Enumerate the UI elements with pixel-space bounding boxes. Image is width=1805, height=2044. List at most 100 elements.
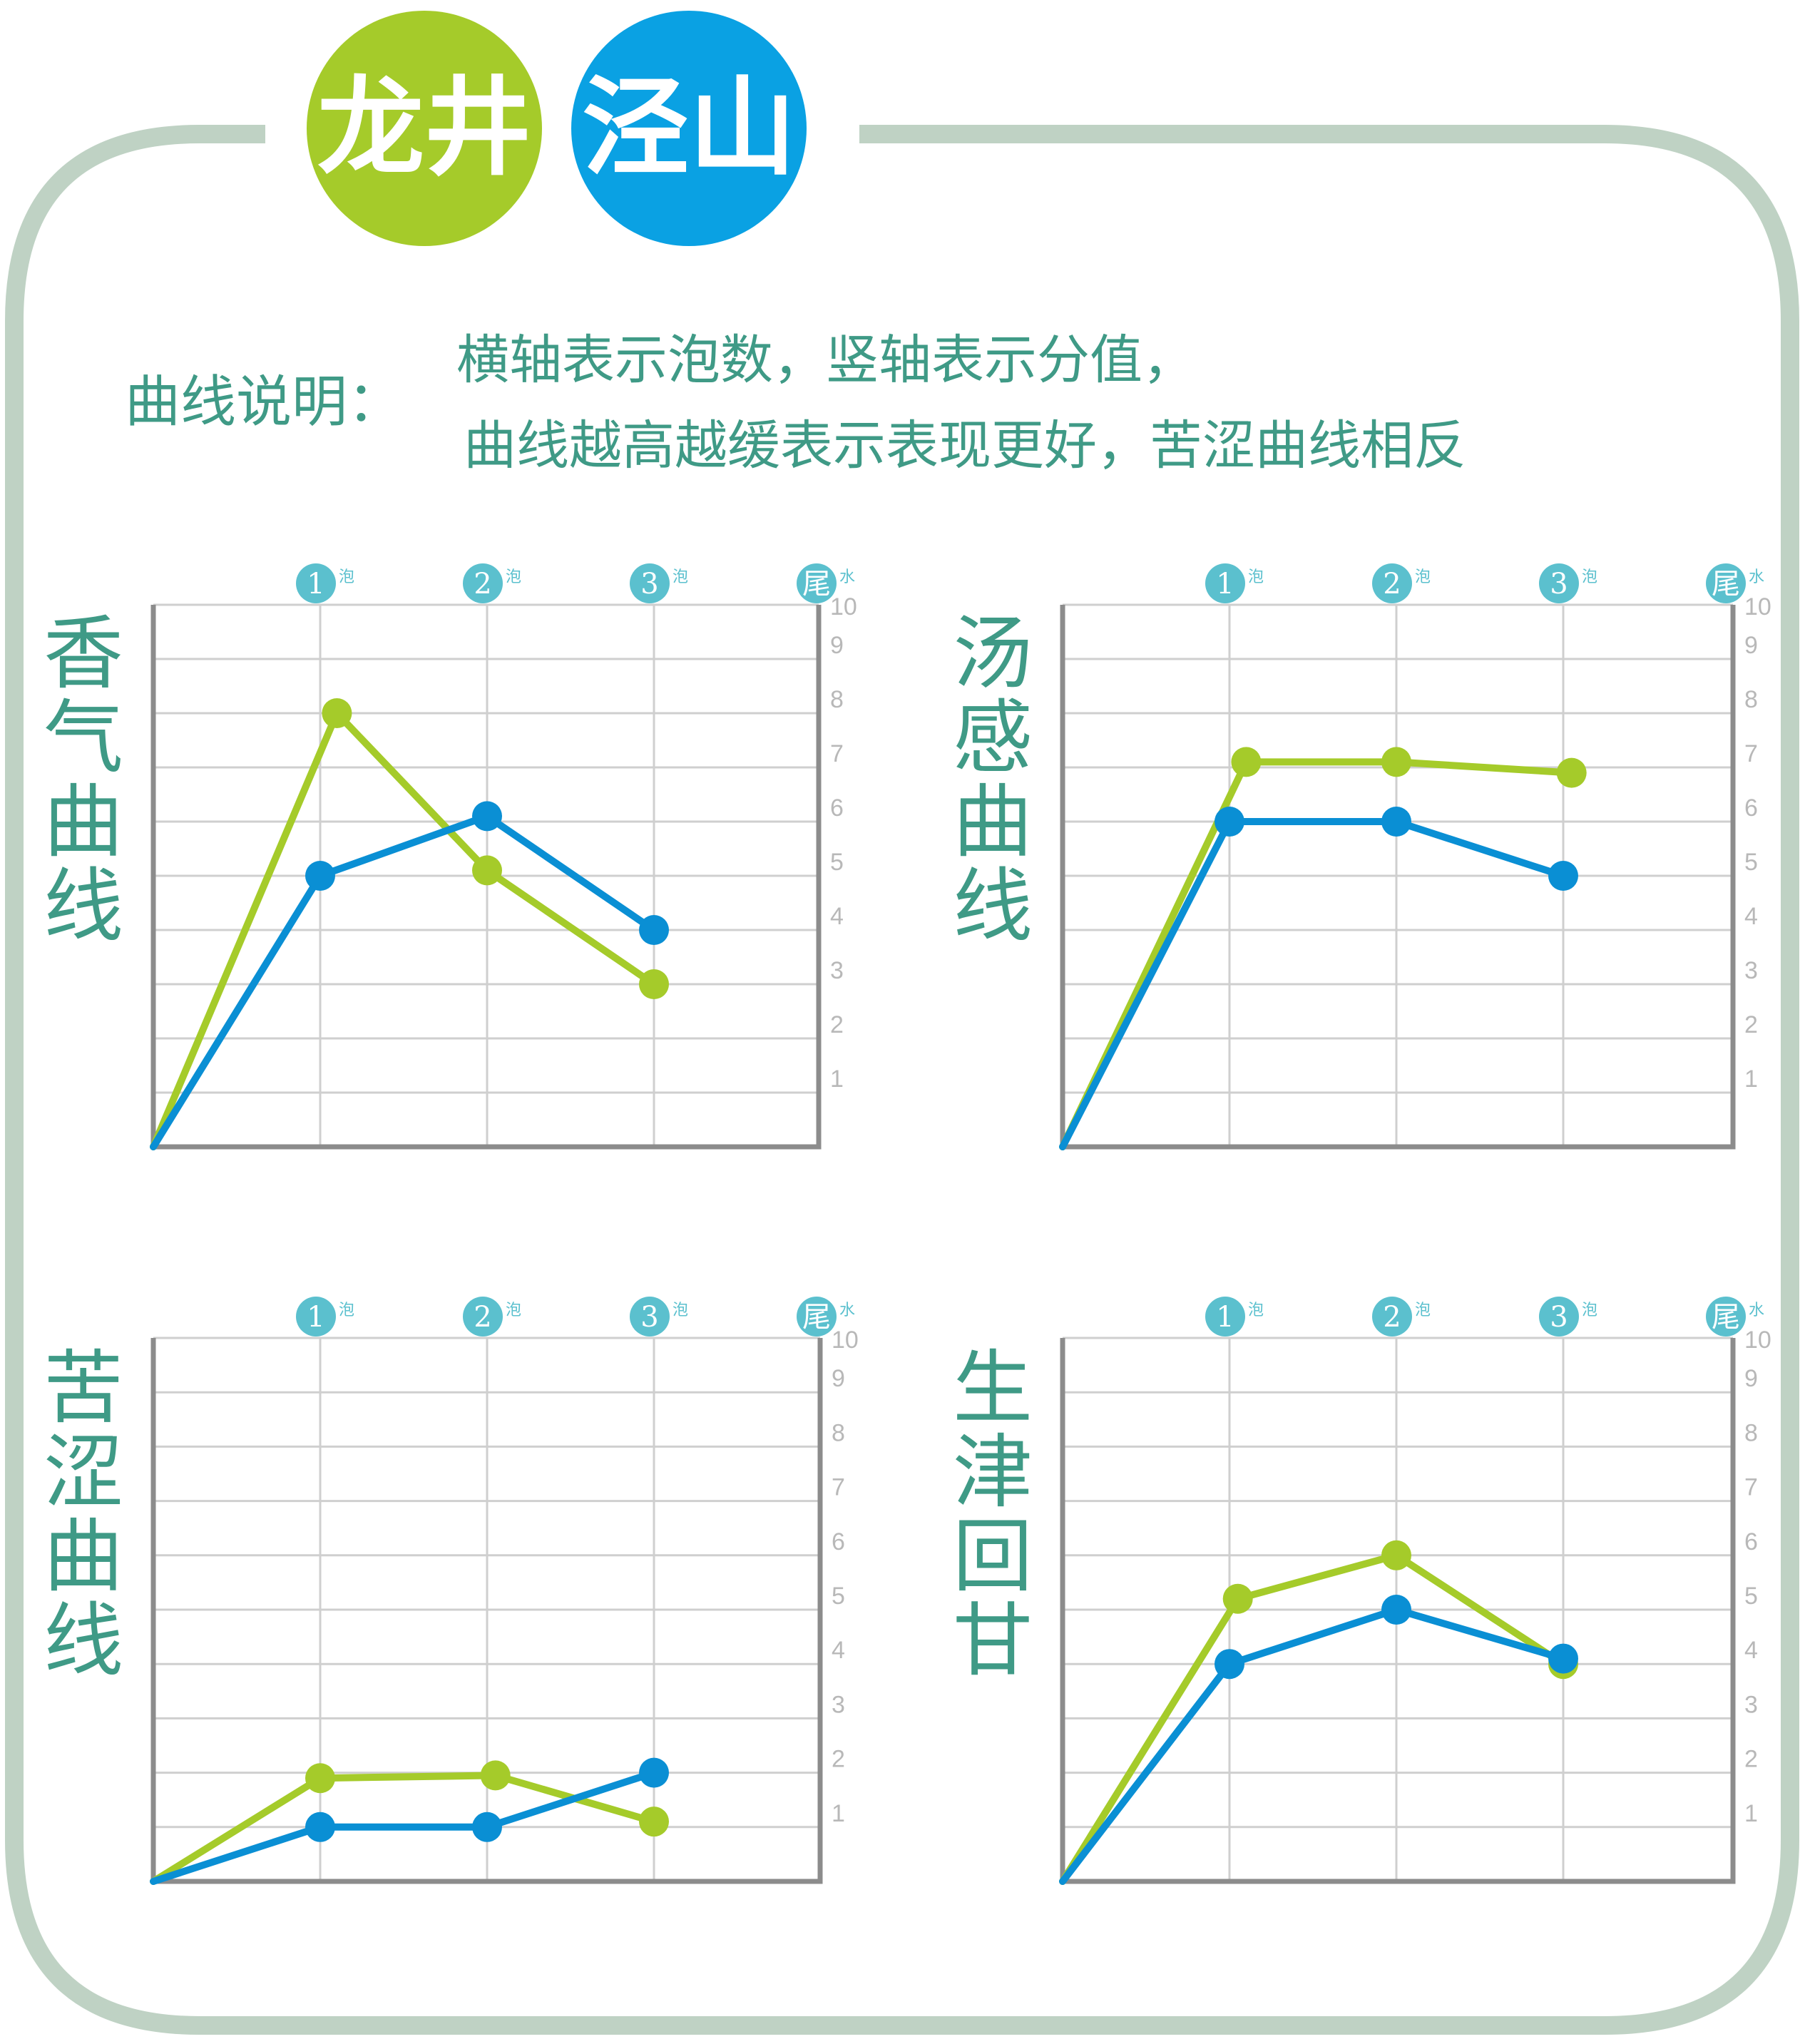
steep-marker-number: 3 <box>1550 1301 1568 1334</box>
aftertaste-series-1-point <box>1215 1649 1244 1680</box>
steep-marker-circle <box>1539 1297 1579 1337</box>
bitterness-series-1-point <box>472 1812 502 1842</box>
bitterness-series-1-point <box>639 1757 669 1788</box>
y-tick-label: 6 <box>830 794 844 822</box>
chart-aroma: 123456789101 泡 2 泡 3 泡尾水香气曲线 <box>44 563 857 1150</box>
steep-marker-circle <box>797 1297 837 1337</box>
chart-body: 123456789101 泡 2 泡 3 泡尾水汤感曲线 <box>953 563 1771 1150</box>
steep-marker-number: 2 <box>1383 1301 1401 1334</box>
steep-marker-number: 1 <box>1216 568 1234 601</box>
body-series-1-point <box>1548 861 1578 891</box>
y-tick-label: 3 <box>1744 957 1758 984</box>
badge-longjing: 龙井 <box>307 11 542 246</box>
aroma-series-1-line <box>150 812 658 1150</box>
chart-title-char: 香 <box>44 608 123 700</box>
legend-line-2: 曲线越高越缓表示表现更好，苦涩曲线相反 <box>464 415 1466 476</box>
steep-marker-number: 1 <box>307 1301 324 1334</box>
steep-marker-suffix: 水 <box>839 568 855 586</box>
y-tick-label: 7 <box>1744 740 1758 767</box>
y-tick-label: 10 <box>1744 593 1771 620</box>
bitterness-series-0-point <box>305 1763 335 1794</box>
chart-title-char: 甘 <box>953 1595 1033 1687</box>
steep-marker-circle <box>1372 563 1412 603</box>
y-tick-label: 2 <box>830 1011 844 1038</box>
chart-title-char: 线 <box>953 860 1033 953</box>
y-tick-label: 4 <box>1744 903 1758 930</box>
aroma-series-0-line <box>150 710 658 1150</box>
body-series-0-point <box>1381 747 1411 777</box>
y-tick-label: 9 <box>1744 1365 1758 1392</box>
chart-title-char: 苦 <box>44 1342 123 1435</box>
y-tick-label: 8 <box>830 686 844 713</box>
steep-marker-suffix: 泡 <box>1248 1302 1264 1319</box>
steep-marker-number: 3 <box>1550 568 1568 601</box>
steep-marker-number: 1 <box>307 568 324 601</box>
steep-marker-suffix: 泡 <box>506 568 521 586</box>
y-tick-label: 3 <box>832 1691 845 1718</box>
steep-marker-suffix: 泡 <box>339 568 354 586</box>
y-tick-label: 7 <box>832 1474 845 1501</box>
y-tick-label: 4 <box>832 1637 845 1664</box>
chart-title-char: 曲 <box>953 776 1033 869</box>
steep-marker-circle <box>1205 1297 1245 1337</box>
steep-marker-number: 尾 <box>802 1301 831 1334</box>
steep-marker-suffix: 泡 <box>673 1302 688 1319</box>
badge-jingshan: 泾山 <box>571 11 807 246</box>
aroma-series-0-point <box>472 855 502 886</box>
y-tick-label: 1 <box>1744 1800 1758 1827</box>
chart-title-char: 涩 <box>44 1426 123 1519</box>
chart-title-char: 线 <box>44 1595 123 1687</box>
steep-marker-circle <box>630 1297 670 1337</box>
y-tick-label: 8 <box>832 1419 845 1446</box>
y-tick-label: 10 <box>830 593 857 620</box>
steep-marker-suffix: 泡 <box>673 568 688 586</box>
chart-title-char: 气 <box>44 692 123 785</box>
chart-title-char: 生 <box>953 1342 1033 1435</box>
y-tick-label: 1 <box>832 1800 845 1827</box>
aroma-series-1-point <box>639 915 669 945</box>
axis-frame <box>150 1338 823 1884</box>
steep-marker-number: 3 <box>640 1301 658 1334</box>
steep-marker-suffix: 泡 <box>1415 568 1431 586</box>
steep-marker-suffix: 水 <box>1749 1302 1764 1319</box>
steep-marker-suffix: 泡 <box>1248 568 1264 586</box>
steep-marker-number: 尾 <box>1712 568 1740 601</box>
steep-marker-suffix: 泡 <box>339 1302 354 1319</box>
body-series-1-line <box>1059 818 1567 1150</box>
bitterness-series-0-point <box>480 1760 511 1791</box>
steep-marker-suffix: 水 <box>1749 568 1764 586</box>
aftertaste-series-1-point <box>1548 1643 1578 1674</box>
y-tick-label: 6 <box>832 1528 845 1555</box>
axis-frame <box>1060 605 1736 1150</box>
y-tick-label: 5 <box>1744 1583 1758 1610</box>
aroma-series-0-point <box>639 969 669 999</box>
legend-label: 曲线说明： <box>125 370 403 434</box>
steep-marker-circle <box>1372 1297 1412 1337</box>
steep-marker-number: 3 <box>640 568 658 601</box>
y-tick-label: 6 <box>1744 794 1758 822</box>
chart-title-char: 汤 <box>953 608 1033 700</box>
steep-marker-circle <box>797 563 837 603</box>
y-tick-label: 3 <box>1744 1691 1758 1718</box>
y-tick-label: 9 <box>832 1365 845 1392</box>
steep-marker-number: 1 <box>1216 1301 1234 1334</box>
aftertaste-series-0-line <box>1059 1551 1567 1885</box>
y-tick-label: 2 <box>1744 1746 1758 1773</box>
aftertaste-series-1-point <box>1381 1595 1411 1625</box>
chart-aftertaste: 123456789101 泡 2 泡 3 泡尾水生津回甘 <box>953 1297 1771 1885</box>
y-tick-label: 10 <box>1744 1327 1771 1354</box>
steep-marker-circle <box>630 563 670 603</box>
body-series-0-point <box>1556 757 1587 788</box>
steep-marker-number: 2 <box>474 1301 491 1334</box>
y-tick-label: 7 <box>1744 1474 1758 1501</box>
y-tick-label: 9 <box>830 632 844 659</box>
y-tick-label: 8 <box>1744 686 1758 713</box>
aroma-series-1-point <box>472 801 502 832</box>
steep-marker-circle <box>296 563 336 603</box>
chart-bitterness: 123456789101 泡 2 泡 3 泡尾水苦涩曲线 <box>44 1297 859 1885</box>
chart-title-char: 曲 <box>44 776 123 869</box>
aroma-series-1-point <box>305 861 335 891</box>
y-tick-label: 5 <box>830 849 844 876</box>
legend-line-1: 横轴表示泡数，竖轴表示分值， <box>456 329 1195 391</box>
